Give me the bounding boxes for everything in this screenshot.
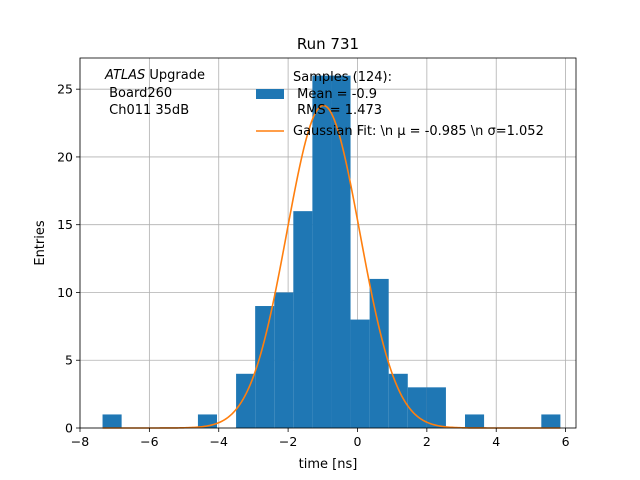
annotation-channel: Ch011 35dB bbox=[105, 103, 189, 118]
legend: Samples (124): Mean = -0.9 RMS = 1.473 G… bbox=[256, 70, 544, 139]
x-axis-ticks: −8 −6 −4 −2 0 2 4 6 bbox=[71, 428, 570, 449]
x-tick-label: 2 bbox=[423, 434, 431, 449]
histogram-bar bbox=[350, 319, 370, 428]
plot-frame bbox=[79, 57, 577, 429]
histogram-bar bbox=[293, 211, 313, 428]
histogram-bar bbox=[255, 306, 275, 428]
histogram-bar bbox=[541, 414, 561, 428]
histogram-bar bbox=[426, 387, 446, 428]
legend-samples-line2: Mean = -0.9 bbox=[293, 87, 377, 102]
x-tick-label: 6 bbox=[562, 434, 570, 449]
histogram-bar bbox=[465, 414, 485, 428]
atlas-annotation: ATLAS Upgrade Board260 Ch011 35dB bbox=[104, 68, 205, 118]
x-tick-label: −6 bbox=[140, 434, 158, 449]
y-tick-label: 25 bbox=[57, 82, 73, 97]
annotation-board: Board260 bbox=[105, 86, 172, 101]
histogram-bar bbox=[312, 75, 332, 428]
histogram-bar bbox=[388, 373, 408, 428]
y-tick-label: 15 bbox=[57, 217, 73, 232]
histogram-bar bbox=[102, 414, 122, 428]
x-tick-label: −8 bbox=[71, 434, 89, 449]
histogram-bar bbox=[369, 278, 389, 428]
legend-swatch-samples bbox=[256, 89, 284, 99]
y-tick-label: 10 bbox=[57, 285, 73, 300]
x-tick-label: −2 bbox=[279, 434, 297, 449]
x-axis-label: time [ns] bbox=[299, 457, 358, 472]
histogram-bar bbox=[274, 292, 294, 428]
annotation-upgrade: Upgrade bbox=[145, 68, 205, 83]
y-tick-label: 20 bbox=[57, 149, 73, 164]
y-axis-label: Entries bbox=[33, 220, 48, 266]
annotation-atlas: ATLAS bbox=[104, 68, 145, 83]
y-tick-label: 0 bbox=[65, 421, 73, 436]
y-tick-label: 5 bbox=[65, 353, 73, 368]
x-tick-label: 0 bbox=[354, 434, 362, 449]
y-axis-ticks: 0 5 10 15 20 25 bbox=[57, 82, 80, 436]
svg-text:ATLAS Upgrade: ATLAS Upgrade bbox=[104, 68, 205, 83]
histogram-bar bbox=[407, 387, 427, 428]
legend-samples-line3: RMS = 1.473 bbox=[293, 103, 382, 118]
x-tick-label: 4 bbox=[492, 434, 500, 449]
legend-samples-line1: Samples (124): bbox=[293, 70, 392, 85]
chart-title: Run 731 bbox=[297, 35, 359, 53]
legend-fit-label: Gaussian Fit: \n μ = -0.985 \n σ=1.052 bbox=[293, 124, 544, 139]
x-tick-label: −4 bbox=[210, 434, 228, 449]
histogram-bar bbox=[236, 373, 256, 428]
